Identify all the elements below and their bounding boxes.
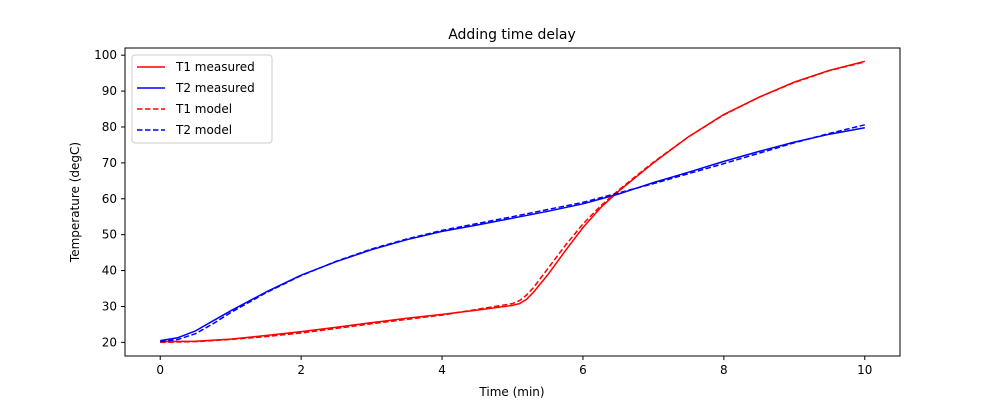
series-line-t2-model	[160, 124, 865, 343]
x-tick-label: 6	[579, 363, 587, 377]
legend-label-t1-measured: T1 measured	[175, 60, 255, 74]
y-tick-label: 90	[102, 84, 117, 98]
y-tick-label: 60	[102, 192, 117, 206]
legend: T1 measured T2 measured T1 model T2 model	[131, 54, 273, 144]
plot-lines	[160, 60, 865, 344]
y-tick-label: 30	[102, 299, 117, 313]
legend-label-t1-model: T1 model	[175, 102, 232, 116]
plot-frame	[124, 47, 901, 357]
y-tick-label: 40	[102, 264, 117, 278]
legend-label-t2-model: T2 model	[175, 123, 232, 137]
y-axis: 20 30 40 50 60 70 80 90 100	[94, 48, 125, 349]
series-line-t2-measured	[160, 126, 865, 342]
x-tick-label: 4	[438, 363, 446, 377]
x-axis: 0 2 4 6 8 10	[156, 356, 872, 377]
y-tick-label: 100	[94, 48, 117, 62]
y-tick-label: 80	[102, 120, 117, 134]
y-tick-label: 70	[102, 156, 117, 170]
series-line-t1-model	[160, 61, 865, 344]
y-axis-label: Temperature (degC)	[68, 142, 82, 263]
x-tick-label: 0	[156, 363, 164, 377]
x-tick-label: 8	[720, 363, 728, 377]
legend-box	[131, 54, 273, 144]
x-tick-label: 10	[857, 363, 872, 377]
chart-title: Adding time delay	[448, 27, 576, 43]
x-tick-label: 2	[297, 363, 305, 377]
legend-label-t2-measured: T2 measured	[175, 81, 255, 95]
x-axis-label: Time (min)	[478, 385, 544, 399]
y-tick-label: 20	[102, 335, 117, 349]
y-tick-label: 50	[102, 228, 117, 242]
